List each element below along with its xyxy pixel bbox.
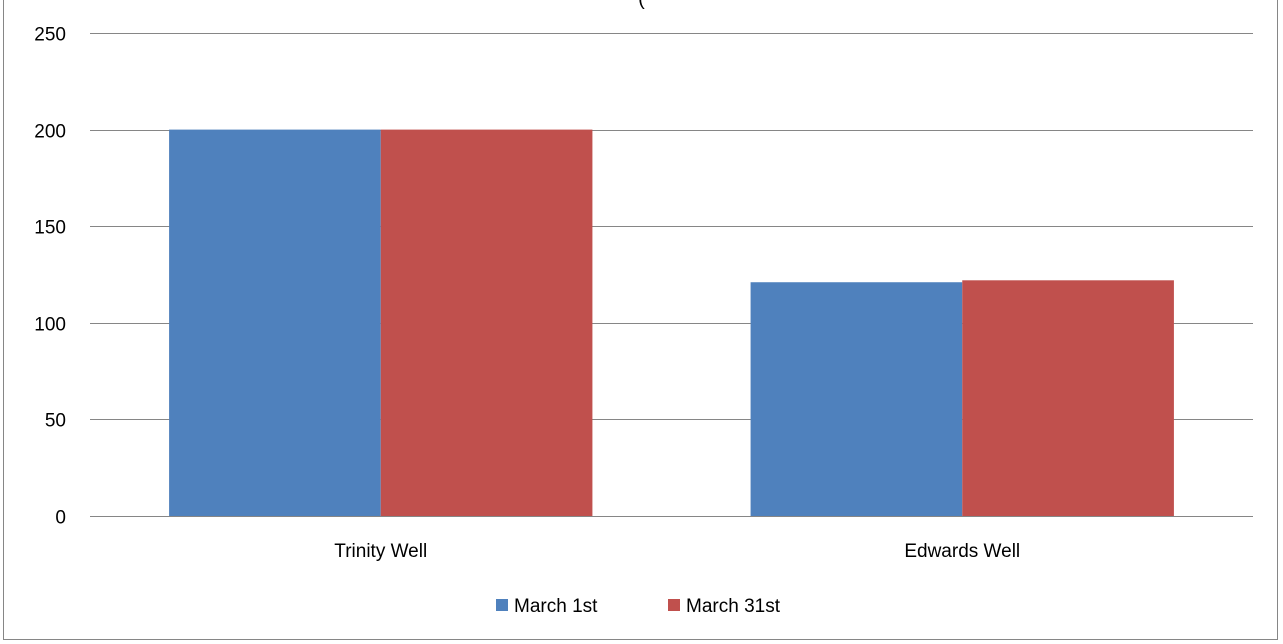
x-category-label: Edwards Well <box>904 541 1020 562</box>
y-tick-label: 100 <box>34 315 66 336</box>
y-axis-ticks: 0 50 100 150 200 250 <box>34 25 66 529</box>
legend-label: March 31st <box>686 596 781 617</box>
y-tick-label: 50 <box>45 411 66 432</box>
bar-0-0 <box>169 129 381 516</box>
x-category-label: Trinity Well <box>334 541 427 562</box>
x-axis-categories: Trinity Well Edwards Well <box>334 541 1020 562</box>
y-tick-label: 150 <box>34 218 66 239</box>
legend-label: March 1st <box>514 596 598 617</box>
y-tick-label: 200 <box>34 122 66 143</box>
legend: March 1st March 31st <box>496 596 781 617</box>
bars <box>169 129 1174 516</box>
bar-1-1 <box>962 280 1174 516</box>
y-tick-label: 250 <box>34 25 66 46</box>
legend-swatch <box>496 599 508 611</box>
chart-title: ( <box>0 0 1283 11</box>
y-tick-label: 0 <box>55 508 66 529</box>
bar-1-0 <box>750 282 963 516</box>
bar-0-1 <box>380 129 593 516</box>
chart-title-area: ( <box>0 0 1283 12</box>
legend-swatch <box>668 599 680 611</box>
